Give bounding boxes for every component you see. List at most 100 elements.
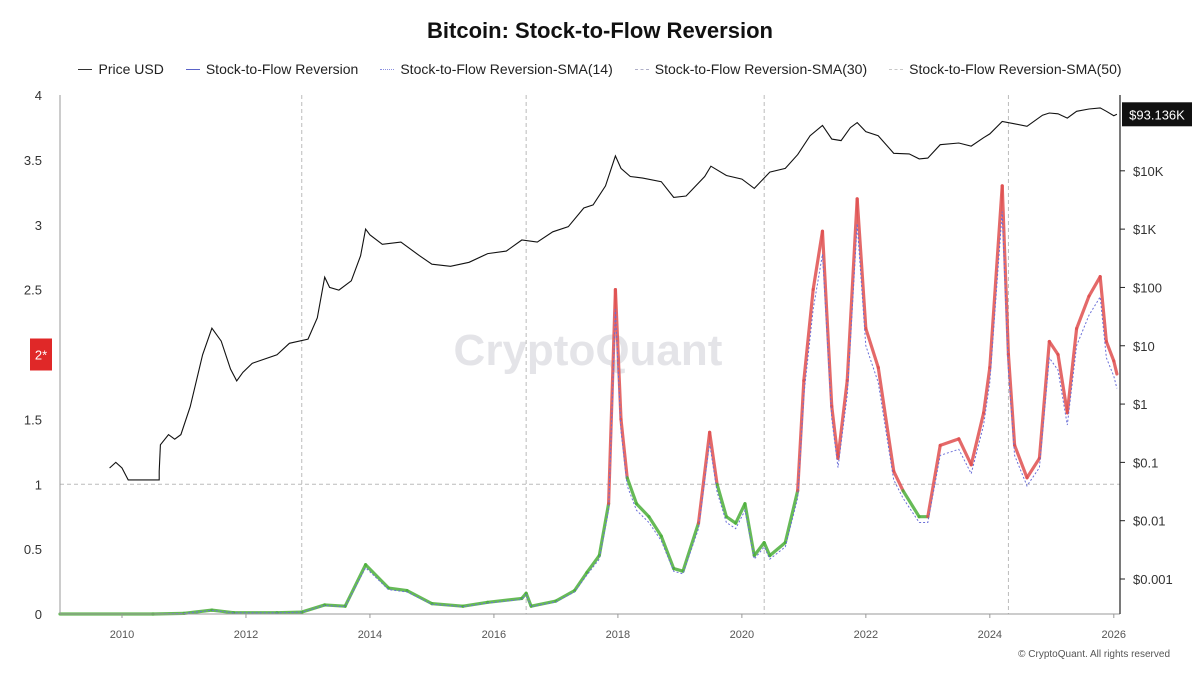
s2f-segment bbox=[524, 591, 533, 608]
legend-swatch-sma14 bbox=[380, 68, 395, 70]
s2f-segment bbox=[1025, 456, 1042, 480]
legend-label-sma14: Stock-to-Flow Reversion-SMA(14) bbox=[400, 61, 613, 77]
legend-item-sma30[interactable]: Stock-to-Flow Reversion-SMA(30) bbox=[634, 61, 868, 77]
s2f-segment bbox=[613, 288, 623, 421]
y-left-tick-label: 1 bbox=[35, 477, 42, 492]
chart-legend: Price USD Stock-to-Flow Reversion Stock-… bbox=[0, 58, 1200, 80]
s2f-segment bbox=[634, 502, 651, 519]
s2f-segment bbox=[461, 600, 490, 608]
legend-swatch-s2f bbox=[185, 68, 200, 70]
s2f-segment bbox=[876, 365, 896, 473]
s2f-sma-line bbox=[60, 211, 1118, 615]
s2f-segment bbox=[802, 288, 815, 383]
y-left-tick-label: 1.5 bbox=[24, 412, 42, 427]
s2f-segment bbox=[554, 589, 577, 603]
y-left-tick-label: 4 bbox=[35, 88, 42, 103]
s2f-segment bbox=[820, 229, 834, 408]
s2f-segment bbox=[585, 554, 601, 575]
threshold-badge bbox=[30, 338, 52, 371]
s2f-segment bbox=[597, 502, 611, 558]
x-tick-label: 2024 bbox=[978, 629, 1002, 641]
current-price-label: $93.136K bbox=[1129, 107, 1185, 122]
y-left-tick-label: 3 bbox=[35, 218, 42, 233]
s2f-segment bbox=[734, 502, 747, 525]
s2f-segment bbox=[672, 566, 685, 573]
s2f-segment bbox=[1087, 275, 1102, 298]
watermark: CryptoQuant bbox=[454, 326, 723, 375]
chart-title: Bitcoin: Stock-to-Flow Reversion bbox=[427, 18, 773, 43]
x-tick-label: 2014 bbox=[358, 629, 382, 641]
s2f-segment bbox=[1037, 339, 1051, 460]
s2f-segment bbox=[1056, 352, 1069, 415]
s2f-segment bbox=[343, 563, 368, 608]
s2f-segment bbox=[1000, 184, 1011, 357]
y-right-tick-label: $0.1 bbox=[1133, 455, 1158, 470]
s2f-segment bbox=[300, 603, 327, 614]
s2f-segment bbox=[1047, 339, 1060, 357]
y-left-tick-label: 3.5 bbox=[24, 153, 42, 168]
legend-swatch-sma30 bbox=[634, 68, 649, 70]
copyright-notice: © CryptoQuant. All rights reserved bbox=[1018, 649, 1170, 660]
s2f-segment bbox=[1098, 275, 1108, 344]
y-left-tick-label: 2.5 bbox=[24, 283, 42, 298]
s2f-segment bbox=[988, 184, 1004, 370]
s2f-segment bbox=[696, 430, 712, 525]
legend-label-sma30: Stock-to-Flow Reversion-SMA(30) bbox=[654, 61, 868, 77]
y-right-tick-label: $0.01 bbox=[1133, 514, 1166, 529]
s2f-segment bbox=[364, 563, 391, 590]
s2f-segment bbox=[830, 404, 840, 460]
s2f-segment bbox=[796, 378, 806, 493]
s2f-segment bbox=[762, 541, 772, 558]
y-right-tick-label: $100 bbox=[1133, 280, 1162, 295]
s2f-segment bbox=[210, 608, 236, 615]
s2f-segment bbox=[405, 589, 434, 606]
threshold-badge-label: 2* bbox=[35, 348, 47, 363]
s2f-segment bbox=[892, 469, 905, 493]
s2f-segment bbox=[743, 502, 756, 558]
legend-label-s2f: Stock-to-Flow Reversion bbox=[205, 61, 359, 77]
legend-item-s2f[interactable]: Stock-to-Flow Reversion bbox=[185, 61, 359, 77]
s2f-segment bbox=[1006, 352, 1017, 447]
s2f-segment bbox=[659, 534, 676, 571]
s2f-segment bbox=[681, 521, 701, 573]
x-tick-label: 2022 bbox=[854, 629, 878, 641]
s2f-segment bbox=[864, 326, 880, 370]
s2f-segment bbox=[969, 411, 986, 467]
s2f-segment bbox=[1013, 443, 1029, 480]
x-tick-label: 2018 bbox=[606, 629, 630, 641]
s2f-segment bbox=[430, 602, 465, 608]
x-tick-label: 2026 bbox=[1102, 629, 1126, 641]
s2f-segment bbox=[768, 541, 787, 558]
y-right-tick-label: $10K bbox=[1133, 164, 1164, 179]
x-tick-label: 2016 bbox=[482, 629, 506, 641]
s2f-segment bbox=[386, 586, 409, 593]
y-right-tick-label: $1K bbox=[1133, 222, 1156, 237]
legend-label-price: Price USD bbox=[98, 61, 164, 77]
s2f-segment bbox=[811, 229, 825, 292]
y-left-tick-label: 0.5 bbox=[24, 542, 42, 557]
s2f-segment bbox=[836, 378, 849, 460]
s2f-segment bbox=[715, 482, 728, 519]
legend-item-price[interactable]: Price USD bbox=[78, 61, 164, 77]
s2f-segment bbox=[783, 489, 800, 545]
s2f-segment bbox=[1065, 326, 1079, 415]
x-tick-label: 2012 bbox=[234, 629, 258, 641]
s2f-segment bbox=[752, 541, 766, 558]
y-right-tick-label: $0.001 bbox=[1133, 572, 1173, 587]
x-tick-label: 2020 bbox=[730, 629, 754, 641]
s2f-segment bbox=[1075, 294, 1091, 331]
y-right-tick-label: $1 bbox=[1133, 397, 1147, 412]
s2f-segment bbox=[901, 489, 921, 519]
legend-item-sma14[interactable]: Stock-to-Flow Reversion-SMA(14) bbox=[380, 61, 613, 77]
s2f-segment bbox=[619, 417, 629, 480]
s2f-segment bbox=[625, 476, 639, 506]
legend-label-sma50: Stock-to-Flow Reversion-SMA(50) bbox=[909, 61, 1122, 77]
s2f-segment bbox=[982, 365, 992, 415]
s2f-segment bbox=[572, 570, 589, 593]
s2f-segment bbox=[1112, 359, 1119, 376]
x-tick-label: 2010 bbox=[110, 629, 134, 641]
s2f-segment bbox=[529, 599, 558, 608]
legend-item-sma50[interactable]: Stock-to-Flow Reversion-SMA(50) bbox=[889, 61, 1122, 77]
s2f-segment bbox=[845, 197, 859, 383]
